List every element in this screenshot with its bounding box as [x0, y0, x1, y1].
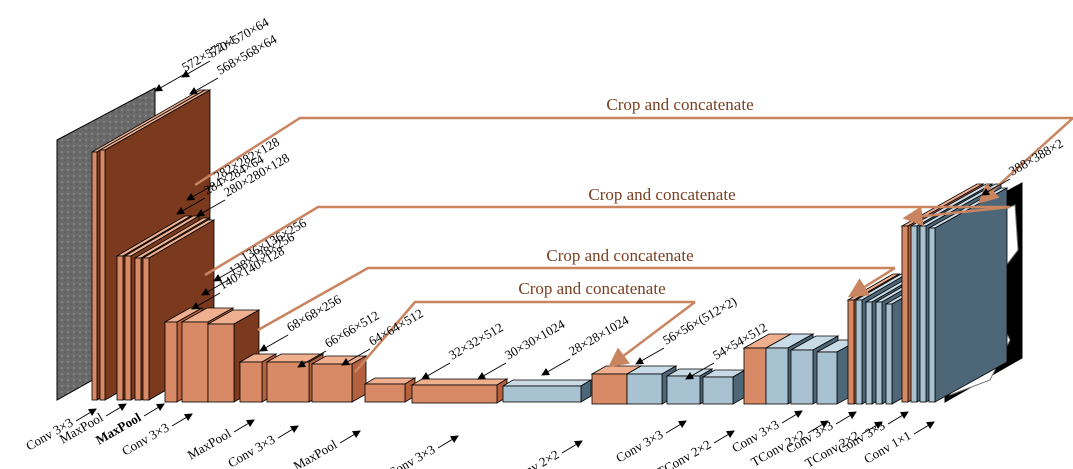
- operation-label: TConv 2×2: [654, 437, 713, 469]
- op-arrow: [339, 430, 361, 444]
- block-front: [311, 363, 353, 403]
- block-front: [875, 301, 883, 405]
- op-arrow: [913, 421, 935, 435]
- op-arrow: [233, 419, 255, 433]
- block-front: [626, 373, 663, 405]
- op-arrow: [437, 435, 459, 449]
- op-arrow: [835, 411, 857, 425]
- dim-arrow: [176, 197, 206, 215]
- block-front: [134, 257, 142, 401]
- block-front: [901, 225, 909, 403]
- block-front: [790, 349, 814, 405]
- dimension-label: 388×388×2: [1006, 136, 1066, 179]
- dim-arrow: [186, 183, 216, 201]
- block-front: [142, 257, 150, 401]
- dim-arrow: [635, 347, 665, 365]
- dim-arrow: [154, 74, 184, 92]
- block-front: [910, 225, 918, 403]
- block-front: [364, 383, 406, 403]
- operation-label: Conv 3×3: [385, 442, 437, 469]
- connections: [194, 116, 1073, 373]
- dim-arrow: [191, 292, 221, 310]
- crop-arrow: [902, 205, 1011, 227]
- dim-arrow: [981, 178, 1011, 196]
- block-front: [816, 351, 838, 405]
- op-arrow: [665, 420, 687, 434]
- op-arrow: [861, 421, 883, 435]
- connection-label: Crop and concatenate: [606, 95, 753, 114]
- dimension-label: 32×32×512: [446, 320, 506, 363]
- dim-arrow: [541, 358, 571, 376]
- operation-label: TConv 2×2: [502, 447, 561, 469]
- block-front: [411, 384, 498, 404]
- block-front: [919, 225, 927, 403]
- dim-arrow: [189, 77, 219, 95]
- dim-arrow: [259, 334, 289, 352]
- op-arrow: [713, 430, 735, 444]
- op-arrow: [75, 408, 97, 422]
- dim-arrow: [201, 278, 231, 296]
- operation-label: MaxPool: [291, 436, 340, 469]
- block-front: [847, 299, 855, 405]
- block-front: [865, 301, 873, 405]
- dim-arrow: [297, 350, 327, 368]
- crop-line: [204, 205, 1010, 277]
- block-front: [885, 303, 893, 405]
- connection-label: Crop and concatenate: [546, 246, 693, 265]
- dim-arrow: [477, 362, 507, 380]
- block-front: [743, 347, 767, 405]
- op-arrow: [807, 420, 829, 434]
- connection-label: Crop and concatenate: [588, 185, 735, 204]
- dim-arrow: [341, 348, 371, 366]
- op-arrow: [171, 413, 193, 427]
- block-front: [164, 321, 178, 403]
- connection-label: Crop and concatenate: [518, 279, 665, 298]
- dim-arrow: [685, 362, 715, 380]
- block-front: [666, 375, 701, 405]
- blocks: [90, 89, 1009, 405]
- crop-line: [194, 116, 1073, 187]
- crop-arrow: [978, 117, 1073, 204]
- block-top: [501, 379, 593, 387]
- dim-arrow: [196, 199, 226, 217]
- op-arrow: [561, 440, 583, 454]
- block-front: [702, 376, 734, 405]
- crop-line: [257, 266, 895, 332]
- operation-label: Conv 3×3: [613, 427, 665, 466]
- crop-arrow: [847, 266, 896, 298]
- block-front: [91, 151, 98, 401]
- block-front: [266, 361, 310, 403]
- block-front: [928, 227, 936, 403]
- crop-arrow: [608, 301, 696, 368]
- block-front: [116, 255, 124, 401]
- op-arrow: [887, 411, 909, 425]
- block-front: [855, 299, 863, 405]
- block-front: [207, 323, 235, 403]
- block-front: [124, 255, 132, 401]
- dimension-label: 30×30×1024: [502, 316, 568, 363]
- operation-label: Conv 3×3: [225, 432, 277, 469]
- op-arrow: [277, 425, 299, 439]
- dim-arrow: [181, 60, 211, 78]
- op-arrow: [781, 410, 803, 424]
- dim-arrow: [213, 264, 243, 282]
- block-top: [410, 378, 509, 386]
- dimension-label: 28×28×1024: [566, 312, 632, 359]
- block-front: [181, 321, 209, 403]
- op-arrow: [143, 403, 165, 417]
- block-front: [239, 361, 263, 403]
- block-front: [765, 347, 789, 405]
- block-front: [502, 385, 582, 403]
- block-front: [99, 149, 106, 401]
- crop-line: [354, 300, 695, 373]
- dim-arrow: [421, 362, 451, 380]
- op-arrow: [105, 403, 127, 417]
- block-front: [591, 373, 628, 405]
